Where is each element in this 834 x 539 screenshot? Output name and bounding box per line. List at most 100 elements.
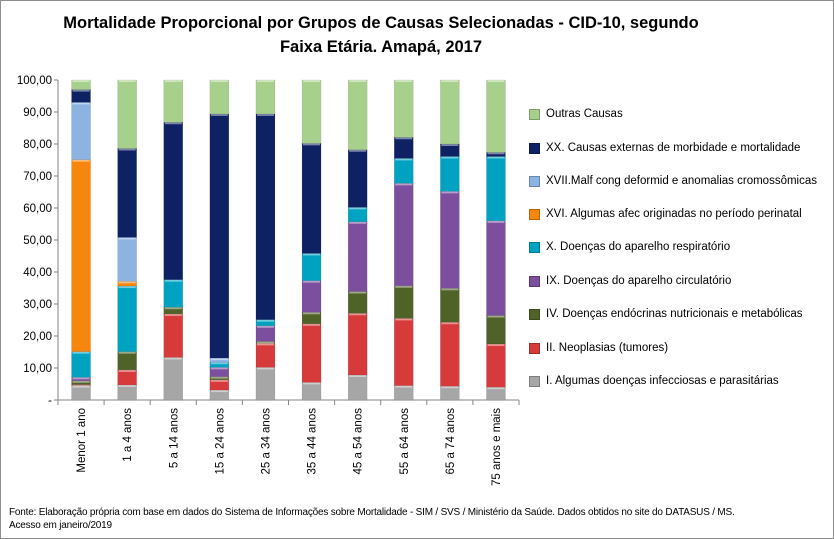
bar-segment [394, 158, 414, 184]
x-tick-label: 1 a 4 anos [122, 408, 134, 462]
bar-segment-highlight [487, 315, 505, 318]
bar-segment-highlight [349, 221, 367, 224]
bar-segment [71, 102, 91, 160]
bar-segment [347, 221, 368, 292]
bar-segment-highlight [487, 152, 505, 155]
legend-label: X. Doenças do aparelho respiratório [546, 241, 731, 253]
bar-segment [301, 79, 322, 144]
bar-segment-highlight [395, 285, 413, 288]
legend-label: XX. Causas externas de morbidade e morta… [546, 142, 801, 154]
bar-segment-highlight [256, 113, 274, 116]
bar-segment [255, 79, 276, 115]
legend-label: Outras Causas [546, 108, 623, 120]
bar-segment [301, 323, 322, 383]
bar-segment [301, 143, 322, 254]
bar-segment-highlight [210, 367, 228, 370]
bar-segment-highlight [441, 144, 459, 146]
x-tick-label: 15 a 24 anos [214, 408, 226, 475]
legend-label: IV. Doenças endócrinas nutricionais e me… [546, 308, 803, 320]
bar-segment [163, 306, 183, 315]
legend-swatch [529, 208, 540, 220]
bar-segment-highlight [256, 325, 274, 328]
bar-segment [486, 79, 506, 153]
bar-segment [117, 237, 137, 282]
bar-segment-highlight [72, 377, 90, 380]
y-tick-label: 90,00 [23, 107, 52, 119]
bar-segment-highlight [395, 183, 413, 186]
bar-segment [163, 357, 183, 401]
legend-item: XVII.Malf cong deformid e anomalias crom… [529, 171, 817, 191]
stacked-bar-chart: - 10,00 20,00 30,00 40,00 50,00 60,00 70,00 80,0… [17, 75, 520, 486]
legend-item: IV. Doenças endócrinas nutricionais e me… [529, 304, 803, 324]
bar-segment [347, 291, 368, 314]
legend-label: XVI. Algumas afec originadas no período … [546, 208, 802, 220]
bar-segment-highlight [441, 288, 459, 291]
y-tick-label: 30,00 [23, 299, 52, 311]
bar-segment [440, 191, 460, 289]
bar-segment-highlight [441, 191, 459, 194]
bar-segment [255, 325, 276, 342]
legend-item: XX. Causas externas de morbidade e morta… [529, 138, 800, 158]
bar-segment-highlight [164, 307, 182, 310]
bar-segment [440, 321, 460, 387]
bar-segment-highlight [349, 207, 367, 210]
bar-segment [117, 79, 137, 149]
bar-segment [301, 382, 322, 401]
bar-segment [347, 374, 368, 401]
x-tick-label: 75 anos e mais [491, 408, 503, 486]
legend-item: Outras Causas [529, 104, 623, 124]
bar-segment-highlight [72, 159, 90, 162]
legend-swatch [529, 275, 540, 287]
bar-segment [117, 285, 137, 352]
bar-segment [71, 159, 91, 352]
bar-segment [255, 113, 276, 320]
legend-label: IX. Doenças do aparelho circulatório [546, 275, 732, 287]
bar-segment-highlight [118, 237, 136, 240]
bar-segment [486, 220, 506, 316]
bar-segment-highlight [72, 385, 90, 388]
x-tick-label: Menor 1 ano [76, 408, 88, 473]
bar-segment [163, 121, 183, 280]
y-tick-label: 60,00 [23, 203, 52, 215]
bar-segment-highlight [118, 351, 136, 354]
source-note-line-1: Fonte: Elaboração própria com base em da… [9, 507, 735, 518]
bar-segment-highlight [164, 313, 182, 316]
bar-segment-highlight [256, 319, 274, 322]
x-tick-label: 35 a 44 anos [307, 408, 319, 475]
legend-item: I. Algumas doenças infecciosas e parasit… [529, 371, 779, 391]
bar-segment [71, 384, 91, 386]
bar-segment-highlight [395, 385, 413, 388]
legend-label: I. Algumas doenças infecciosas e parasit… [546, 375, 779, 387]
bar-segment-highlight [349, 80, 367, 82]
x-tick-label: 55 a 64 anos [399, 408, 411, 475]
bar-segment-highlight [395, 318, 413, 321]
bar-segment-highlight [164, 357, 182, 360]
bar-segment-highlight [487, 80, 505, 82]
bar-segment [486, 315, 506, 345]
bar-segment [209, 113, 230, 359]
bar-segment-highlight [349, 291, 367, 294]
bar-segment [440, 385, 460, 401]
x-tick-label: 65 a 74 anos [445, 408, 457, 475]
bar-segment-highlight [395, 80, 413, 82]
bar-segment-highlight [210, 376, 228, 379]
bar-segment [440, 288, 460, 323]
legend-item: X. Doenças do aparelho respiratório [529, 237, 730, 257]
bar-segment-highlight [256, 80, 274, 82]
source-note: Fonte: Elaboração própria com base em da… [9, 506, 735, 532]
bar-segment [255, 367, 276, 401]
legend-item: IX. Doenças do aparelho circulatório [529, 271, 731, 291]
x-tick-label: 45 a 54 anos [353, 408, 365, 475]
bar-segment-highlight [72, 351, 90, 354]
bar-segment-highlight [118, 281, 136, 284]
x-tick-label: 25 a 34 anos [260, 408, 272, 475]
bar-segment-highlight [303, 253, 321, 256]
y-tick-label: 10,00 [23, 363, 52, 375]
bar-segment [394, 285, 414, 319]
legend-item: II. Neoplasias (tumores) [529, 338, 668, 358]
bar-segment-highlight [118, 369, 136, 372]
bar-segment [163, 313, 183, 358]
bar-segment [209, 79, 230, 115]
legend-swatch [529, 241, 540, 253]
